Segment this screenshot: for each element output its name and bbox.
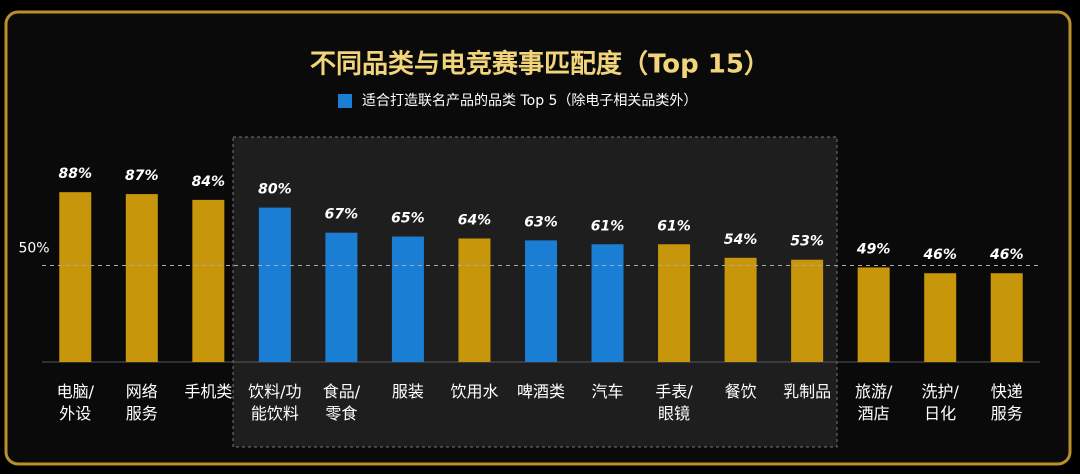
- x-tick-label: 洗护/ 日化: [921, 382, 959, 423]
- legend-swatch: [338, 94, 352, 108]
- value-label: 67%: [325, 207, 359, 223]
- x-tick-label: 服装: [391, 382, 424, 401]
- value-label: 63%: [524, 214, 558, 230]
- legend-label: 适合打造联名产品的品类 Top 5（除电子相关品类外）: [362, 92, 697, 109]
- bar: [990, 273, 1023, 362]
- x-tick-label: 网络 服务: [125, 382, 158, 423]
- bar: [791, 259, 824, 362]
- bar: [724, 257, 757, 362]
- value-label: 65%: [391, 211, 425, 227]
- bar: [658, 244, 691, 362]
- value-label: 61%: [657, 218, 691, 234]
- value-label: 80%: [258, 182, 292, 198]
- bar: [192, 199, 225, 362]
- bar: [924, 273, 957, 362]
- x-tick-label: 手机类: [184, 382, 233, 401]
- bar: [59, 192, 92, 362]
- reference-label: 50%: [18, 241, 49, 257]
- x-tick-label: 电脑/ 外设: [56, 382, 94, 423]
- value-label: 88%: [59, 166, 93, 182]
- bar: [391, 236, 424, 362]
- chart-title: 不同品类与电竞赛事匹配度（Top 15）: [310, 49, 770, 80]
- value-label: 84%: [192, 174, 226, 190]
- value-label: 53%: [790, 234, 824, 250]
- x-tick-label: 乳制品: [783, 382, 832, 401]
- x-tick-label: 啤酒类: [516, 382, 565, 401]
- bar: [325, 232, 358, 362]
- x-tick-label: 餐饮: [724, 382, 757, 401]
- value-label: 61%: [591, 218, 625, 234]
- x-tick-label: 旅游/ 酒店: [854, 382, 893, 423]
- value-label: 46%: [922, 247, 957, 263]
- x-tick-label: 饮料/功 能饮料: [248, 382, 302, 423]
- x-tick-label: 手表/ 眼镜: [655, 382, 693, 423]
- value-label: 49%: [856, 241, 891, 257]
- x-tick-label: 食品/ 零食: [322, 382, 361, 423]
- value-label: 54%: [724, 232, 758, 248]
- bar: [857, 267, 890, 362]
- x-tick-label: 饮用水: [450, 382, 499, 401]
- value-label: 87%: [125, 168, 159, 184]
- bar: [591, 244, 624, 362]
- value-label: 46%: [989, 247, 1024, 263]
- bar: [458, 238, 491, 362]
- bar: [125, 194, 158, 362]
- x-tick-label: 汽车: [591, 382, 624, 401]
- value-label: 64%: [458, 212, 492, 228]
- bar: [258, 207, 291, 362]
- x-tick-label: 快递 服务: [990, 382, 1023, 423]
- bar: [525, 240, 557, 362]
